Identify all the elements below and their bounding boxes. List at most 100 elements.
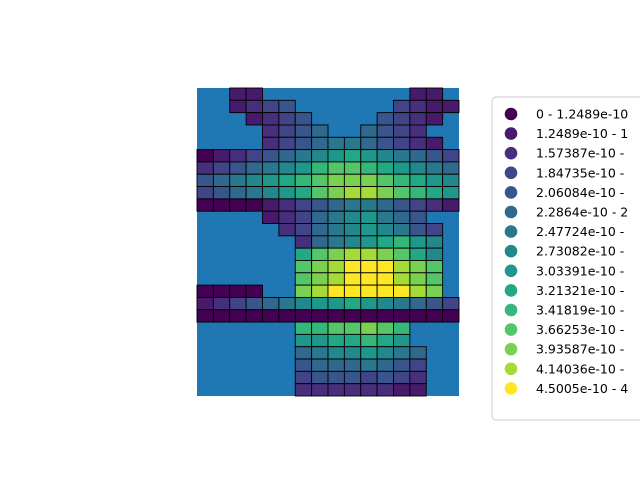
heatmap-cell <box>343 260 362 274</box>
heatmap-cell <box>343 296 362 311</box>
legend-marker <box>504 186 518 199</box>
heatmap-cell <box>409 284 427 298</box>
heatmap-cell <box>425 149 444 163</box>
legend-marker <box>504 303 518 317</box>
heatmap-cell <box>229 161 247 175</box>
heatmap-cell <box>311 210 329 224</box>
heatmap-cell <box>311 272 329 286</box>
heatmap-cell <box>262 161 280 175</box>
heatmap-cell <box>294 210 313 224</box>
legend-items: 0 - 1.2489e-10 1.2489e-10 - 1 1.57387e-10 … <box>504 107 628 396</box>
heatmap-cell <box>343 161 362 175</box>
heatmap-cell <box>327 383 345 397</box>
heatmap-cell <box>311 260 329 274</box>
heatmap-cell <box>376 309 394 323</box>
heatmap-cell <box>442 149 460 163</box>
heatmap-cell <box>360 321 378 335</box>
heatmap-cell <box>229 296 247 311</box>
heatmap-cell <box>212 198 231 212</box>
legend-marker <box>504 382 518 395</box>
heatmap-cell <box>425 260 444 274</box>
heatmap-cell <box>409 370 427 385</box>
heatmap-cell <box>311 186 329 200</box>
heatmap-cell <box>229 309 247 323</box>
heatmap-cell <box>311 223 329 237</box>
heatmap-cell <box>442 309 460 323</box>
heatmap-cell <box>278 112 296 126</box>
heatmap-cell <box>212 149 231 163</box>
legend: 0 - 1.2489e-10 1.2489e-10 - 1 1.57387e-10 … <box>491 96 640 421</box>
heatmap-cell <box>343 149 362 163</box>
heatmap-cell <box>294 149 313 163</box>
heatmap-cell <box>360 296 378 311</box>
heatmap-cell <box>376 198 394 212</box>
heatmap-cell <box>376 346 394 360</box>
heatmap-cell <box>409 272 427 286</box>
heatmap-cell <box>278 149 296 163</box>
heatmap-cell <box>393 149 411 163</box>
heatmap-cell <box>294 383 313 397</box>
heatmap-cell <box>311 309 329 323</box>
heatmap-cell <box>245 149 263 163</box>
legend-label: 1.84735e-10 - <box>536 165 624 180</box>
heatmap-cell <box>311 284 329 298</box>
heatmap-cell <box>360 173 378 188</box>
heatmap-cell <box>442 186 460 200</box>
legend-label: 1.2489e-10 - 1 <box>536 126 628 141</box>
heatmap-cell <box>376 272 394 286</box>
heatmap-cell <box>409 235 427 249</box>
heatmap-cell <box>212 296 231 311</box>
heatmap-cell <box>393 346 411 360</box>
legend-label: 0 - 1.2489e-10 <box>536 107 628 122</box>
heatmap-cell <box>294 173 313 188</box>
heatmap-cell <box>360 260 378 274</box>
heatmap-cell <box>294 186 313 200</box>
heatmap-cell <box>311 136 329 151</box>
legend-marker <box>504 284 518 297</box>
legend-label: 2.2864e-10 - 2 <box>536 205 628 220</box>
heatmap-cell <box>343 284 362 298</box>
heatmap-cell <box>393 210 411 224</box>
legend-marker <box>504 205 518 219</box>
heatmap-cell <box>311 383 329 397</box>
heatmap-cell <box>343 186 362 200</box>
heatmap-cell <box>196 186 214 200</box>
heatmap-cell <box>393 296 411 311</box>
heatmap-cell <box>409 173 427 188</box>
heatmap-cell <box>393 124 411 138</box>
heatmap-cell <box>278 186 296 200</box>
heatmap-cell <box>327 235 345 249</box>
heatmap-cell <box>393 383 411 397</box>
heatmap-cell <box>376 247 394 261</box>
heatmap-cell <box>262 149 280 163</box>
heatmap-cell <box>376 210 394 224</box>
heatmap-cell <box>442 296 460 311</box>
heatmap-cell <box>376 321 394 335</box>
heatmap-cell <box>376 112 394 126</box>
heatmap-cell <box>196 296 214 311</box>
heatmap-cell <box>409 99 427 114</box>
heatmap-cell <box>327 173 345 188</box>
heatmap-cell <box>393 260 411 274</box>
heatmap-cell <box>311 333 329 348</box>
heatmap-cell <box>212 173 231 188</box>
heatmap-cell <box>327 223 345 237</box>
heatmap-cell <box>425 186 444 200</box>
legend-marker <box>504 127 518 140</box>
heatmap-cell <box>294 333 313 348</box>
heatmap-cell <box>278 198 296 212</box>
heatmap-cell <box>360 223 378 237</box>
heatmap-cell <box>360 358 378 372</box>
heatmap-cell <box>393 284 411 298</box>
heatmap-cell <box>442 198 460 212</box>
legend-marker <box>504 146 518 160</box>
heatmap-cell <box>212 309 231 323</box>
heatmap-cell <box>425 99 444 114</box>
heatmap-cell <box>278 309 296 323</box>
heatmap-cell <box>343 333 362 348</box>
heatmap-cell <box>360 198 378 212</box>
heatmap-cell <box>229 284 247 298</box>
heatmap-cell <box>425 198 444 212</box>
heatmap-cell <box>393 309 411 323</box>
legend-marker <box>504 166 518 180</box>
